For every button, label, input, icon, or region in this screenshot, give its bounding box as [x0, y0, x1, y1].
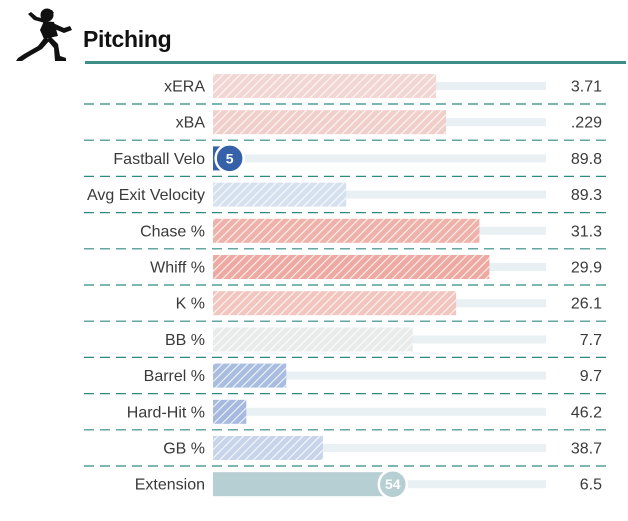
bar-hatch — [213, 74, 437, 98]
percentile-badge-label: 5 — [226, 150, 234, 166]
metric-value: 29.9 — [571, 260, 602, 277]
metric-label: xBA — [176, 115, 206, 132]
metric-value: 38.7 — [571, 441, 602, 458]
bar-track — [213, 371, 546, 380]
metric-value: 3.71 — [571, 79, 602, 96]
metric-row: BB % 7.7 — [84, 327, 612, 358]
bar-track — [213, 190, 546, 199]
metric-value: 31.3 — [571, 223, 602, 240]
metric-value: 26.1 — [571, 296, 602, 313]
bar-hatch — [213, 363, 287, 388]
metric-row: Barrel % 9.7 — [84, 363, 612, 395]
metric-value: 9.7 — [580, 368, 602, 385]
metric-row: xERA 3.71 — [84, 74, 612, 105]
metric-label: Avg Exit Velocity — [87, 187, 205, 204]
metric-row: K % 26.1 — [84, 291, 612, 322]
percentile-badge — [214, 143, 245, 174]
page-title: Pitching — [83, 26, 172, 52]
metric-row: Avg Exit Velocity 89.3 — [84, 182, 612, 214]
percentile-badge-label: 54 — [385, 476, 401, 492]
metric-value: 89.8 — [571, 151, 602, 168]
bar-hatch — [213, 110, 447, 135]
bar-hatch — [213, 255, 490, 279]
metric-row: xBA .229 — [84, 110, 612, 141]
metric-label: Chase % — [140, 223, 205, 240]
section-header: Pitching — [14, 6, 626, 64]
metric-row: Extension 54 6.5 — [135, 468, 602, 500]
bar-track — [213, 444, 546, 452]
metric-label: K % — [176, 296, 205, 313]
metric-value: 7.7 — [580, 332, 602, 349]
metric-label: Whiff % — [150, 260, 205, 277]
bar-track — [213, 407, 546, 416]
metric-label: xERA — [164, 79, 205, 96]
header-rule — [85, 61, 626, 64]
metric-label: Hard-Hit % — [127, 404, 205, 421]
metric-value: 89.3 — [571, 187, 602, 204]
bar-hatch — [213, 291, 457, 316]
metric-value: .229 — [571, 115, 602, 132]
metric-label: Extension — [135, 477, 205, 494]
bar-hatch — [213, 436, 323, 460]
bar-hatch — [213, 182, 347, 207]
bar-track — [213, 154, 546, 163]
metric-row: Whiff % 29.9 — [84, 255, 612, 286]
metric-value: 46.2 — [571, 404, 602, 421]
metric-row: Chase % 31.3 — [84, 218, 612, 250]
percentile-badge — [377, 468, 409, 500]
pitcher-icon — [16, 8, 72, 61]
metric-row: Fastball Velo 5 89.8 — [84, 143, 612, 177]
metric-label: Barrel % — [144, 368, 205, 385]
metric-value: 6.5 — [580, 477, 602, 494]
metric-row: GB % 38.7 — [84, 436, 612, 467]
metric-label: Fastball Velo — [113, 151, 205, 168]
bar-hatch — [213, 218, 480, 243]
metric-label: BB % — [165, 332, 205, 349]
bar-hatch — [213, 399, 247, 424]
bar-hatch — [213, 327, 413, 352]
metric-label: GB % — [163, 441, 205, 458]
metric-row: Hard-Hit % 46.2 — [84, 399, 612, 431]
percentile-bar — [213, 472, 393, 497]
